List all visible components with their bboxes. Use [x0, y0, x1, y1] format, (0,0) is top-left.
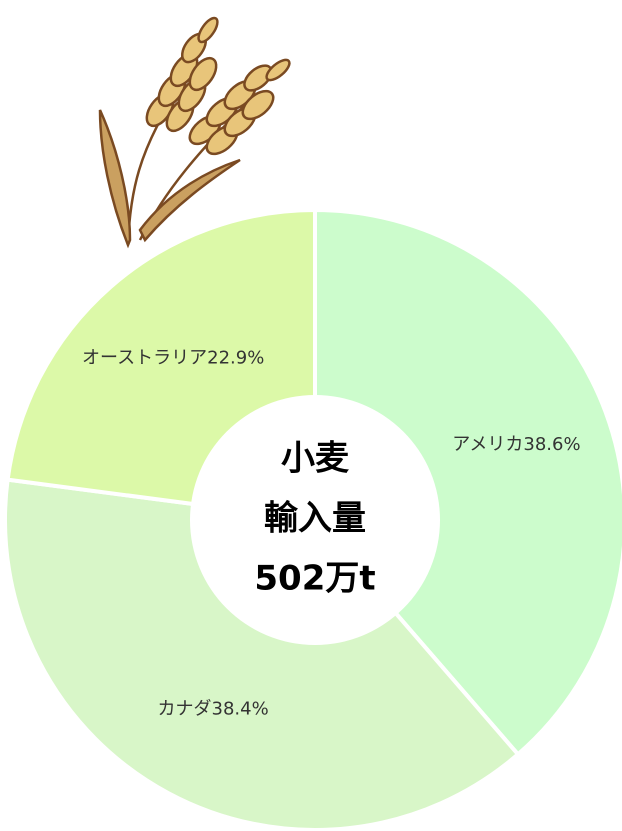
value-label: 38.4%: [212, 698, 269, 719]
wheat-illustration: [98, 16, 291, 249]
data-label: カナダ38.4%: [158, 698, 269, 719]
center-text: 輸入量: [264, 499, 366, 539]
donut-hole: [190, 395, 440, 645]
category-label: カナダ: [158, 698, 212, 719]
value-label: 22.9%: [207, 347, 264, 368]
data-label: オーストラリア22.9%: [82, 347, 264, 368]
donut-segment: [313, 207, 622, 758]
donut-segment: [3, 477, 521, 831]
data-label: アメリカ38.6%: [452, 434, 580, 455]
category-label: オーストラリア: [82, 347, 207, 368]
center-text: 502万t: [254, 559, 375, 599]
center-text: 小麦: [281, 439, 349, 479]
category-label: アメリカ: [452, 434, 523, 455]
value-label: 38.6%: [523, 434, 580, 455]
